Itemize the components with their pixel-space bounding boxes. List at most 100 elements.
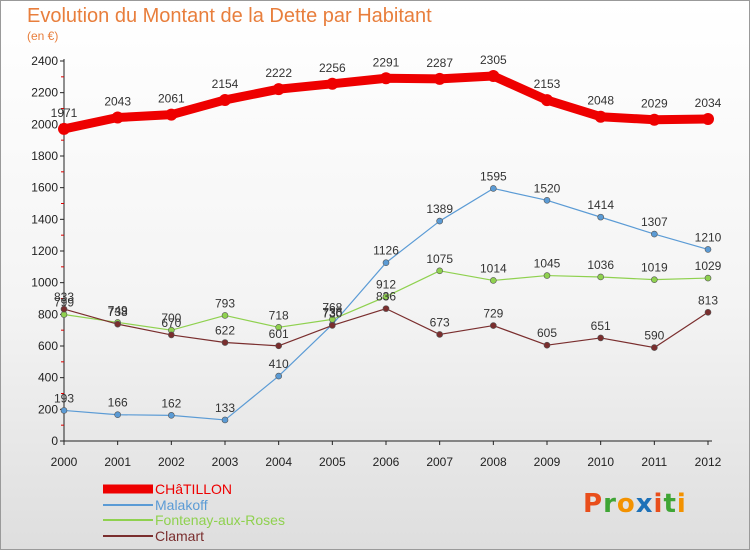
data-point [275,324,282,331]
data-point [648,113,661,126]
data-label: 1075 [426,252,453,266]
logo-letter: x [635,489,654,519]
data-point [329,322,336,329]
data-point [543,272,551,279]
data-point [651,276,658,283]
data-point [275,342,282,350]
chart-subtitle: (en €) [27,29,59,43]
x-tick-label: 2007 [426,455,453,469]
data-label: 799 [54,295,74,309]
data-point [58,122,70,135]
data-label: 729 [483,307,503,321]
data-point [382,293,390,300]
data-label: 1036 [587,258,614,272]
data-point [272,83,285,96]
data-label: 718 [269,308,289,322]
logo-letter: r [603,489,617,519]
x-tick-label: 2004 [265,455,292,469]
data-point [490,277,497,284]
data-point [60,407,68,414]
data-label: 673 [430,315,450,329]
data-label: 1126 [373,244,399,258]
data-point [219,93,231,106]
y-tick-label: 1200 [31,244,58,258]
data-label: 1595 [480,169,507,183]
y-tick-label: 1000 [31,276,58,290]
data-point [382,305,390,312]
x-tick-label: 2000 [51,455,78,469]
y-tick-label: 800 [38,307,58,321]
data-label: 736 [322,305,342,319]
data-point [221,312,229,319]
data-point [326,77,339,90]
data-label: 1029 [695,259,722,273]
series-line-1 [63,187,709,421]
x-tick-label: 2006 [373,455,400,469]
data-label: 605 [537,326,557,340]
data-label: 2256 [319,61,346,75]
x-tick-label: 2001 [104,455,131,469]
data-point [702,112,714,125]
data-point [221,339,229,346]
data-label: 1307 [641,215,668,229]
data-label: 2291 [373,55,400,69]
x-tick-label: 2003 [212,455,239,469]
data-point [168,412,175,419]
y-tick-label: 600 [38,339,58,353]
x-tick-label: 2009 [534,455,561,469]
data-label: 1389 [426,202,453,216]
data-point [168,331,175,339]
x-tick-label: 2008 [480,455,507,469]
data-point [433,72,446,85]
data-point [382,259,390,267]
data-label: 162 [161,396,181,410]
x-tick-label: 2005 [319,455,346,469]
data-label: 833 [54,290,74,304]
legend-label: Malakoff [155,497,208,513]
legend-label: CHâTILLON [155,481,232,497]
data-point [543,341,551,349]
y-tick-label: 200 [38,402,58,416]
data-label: 166 [108,396,128,410]
data-label: 700 [161,311,181,325]
data-label: 2287 [426,56,453,70]
data-point [490,322,497,329]
data-label: 912 [376,278,396,292]
data-point [651,230,658,238]
data-label: 601 [269,327,289,341]
data-label: 793 [215,296,235,310]
data-point [704,308,712,316]
logo-letter: i [676,489,687,519]
y-tick-label: 2000 [31,117,58,131]
data-point [60,305,68,313]
y-tick-label: 400 [38,371,58,385]
data-label: 193 [54,391,74,405]
y-tick-label: 2200 [31,86,58,100]
data-label: 813 [698,293,718,307]
data-label: 1210 [695,230,722,244]
y-tick-label: 1400 [31,212,58,226]
data-label: 651 [591,319,611,333]
data-label: 1014 [480,261,507,275]
data-label: 2305 [480,53,507,67]
data-label: 2222 [265,66,292,80]
data-label: 1414 [587,198,614,212]
data-point [651,344,658,351]
data-label: 749 [108,303,128,317]
data-label: 1045 [534,257,561,271]
data-label: 768 [322,300,342,314]
data-label: 410 [269,357,289,371]
data-label: 590 [644,329,664,343]
legend-label: Fontenay-aux-Roses [155,512,285,528]
chart-title: Evolution du Montant de la Dette par Hab… [27,5,432,27]
data-label: 2029 [641,97,668,111]
data-label: 2061 [158,92,185,106]
data-point [111,111,124,124]
data-label: 1971 [51,106,78,120]
data-point [597,213,604,221]
y-tick-label: 1600 [31,181,58,195]
x-tick-label: 2011 [641,455,667,469]
data-point [436,217,443,225]
data-label: 836 [376,290,396,304]
